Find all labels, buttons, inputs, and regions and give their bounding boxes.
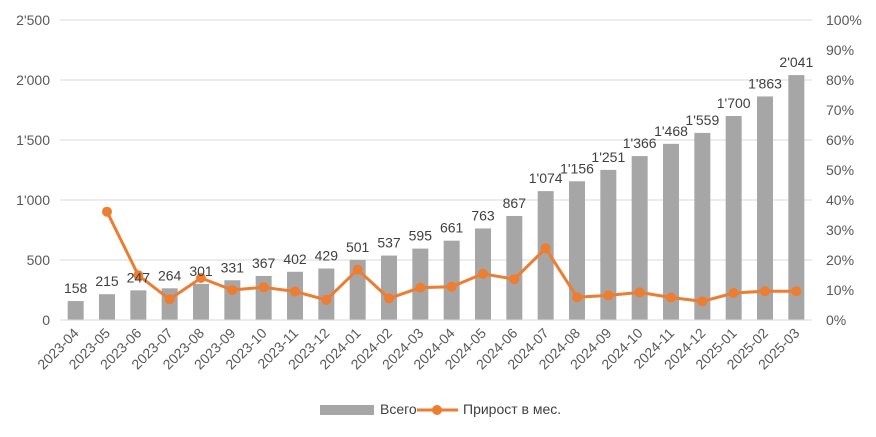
- legend: Всего Прирост в мес.: [320, 401, 561, 417]
- bar-data-label: 1'251: [591, 149, 625, 165]
- bar-data-label: 1'559: [685, 112, 719, 128]
- bar: [537, 191, 554, 320]
- y-left-tick-label: 2'000: [16, 72, 50, 88]
- legend-swatch-bars: [320, 405, 374, 415]
- bar: [99, 294, 115, 320]
- x-axis: 2023-042023-052023-062023-072023-082023-…: [34, 319, 812, 372]
- y-left-tick-label: 1'000: [16, 192, 50, 208]
- growth-point: [133, 270, 144, 281]
- y-right-tick-label: 40%: [826, 192, 854, 208]
- growth-point: [102, 206, 112, 217]
- bar: [694, 132, 711, 320]
- legend-label-bars: Всего: [380, 401, 417, 417]
- growth-point: [760, 286, 770, 297]
- bar: [663, 143, 679, 320]
- bar: [506, 215, 523, 320]
- bar-data-label: 867: [503, 195, 527, 211]
- bar-data-label: 215: [95, 273, 119, 289]
- growth-point: [666, 292, 676, 303]
- growth-point: [352, 264, 363, 275]
- bar-data-label: 402: [283, 251, 307, 267]
- legend-label-line: Прирост в мес.: [463, 401, 561, 417]
- growth-point: [164, 294, 175, 305]
- growth-point: [634, 287, 645, 298]
- growth-point: [572, 292, 582, 303]
- bar: [600, 169, 617, 320]
- y-left-tick-label: 2'500: [16, 12, 50, 28]
- bar-data-label: 1'156: [560, 160, 594, 176]
- bar: [130, 290, 147, 320]
- growth-point: [478, 268, 488, 279]
- bar: [193, 283, 209, 320]
- bar: [631, 156, 648, 320]
- y-right-tick-label: 60%: [826, 132, 854, 148]
- y-right-tick-label: 0%: [826, 312, 846, 328]
- legend-marker-line: [432, 405, 442, 415]
- bar-data-label: 537: [377, 235, 401, 251]
- bar: [381, 255, 397, 320]
- growth-point: [697, 296, 708, 307]
- growth-point: [415, 282, 426, 293]
- bar: [757, 96, 773, 320]
- bar-data-label: 331: [221, 259, 245, 275]
- bar-data-label: 595: [409, 228, 433, 244]
- y-left-tick-label: 1'500: [16, 132, 50, 148]
- right-axis: 0% 10% 20% 30% 40% 50% 60% 70% 80% 90% 100%: [826, 12, 862, 328]
- bar-data-label: 1'468: [654, 123, 688, 139]
- growth-point: [227, 285, 238, 295]
- bar: [443, 240, 460, 320]
- y-right-tick-label: 30%: [826, 222, 854, 238]
- y-right-tick-label: 70%: [826, 102, 854, 118]
- bar: [788, 75, 805, 320]
- bar-data-label: 264: [158, 267, 182, 283]
- data-labels: 158 215 247 264 301 331 367 402 429 501 537 595 661 7…: [64, 54, 813, 296]
- y-left-tick-label: 0: [42, 312, 50, 328]
- bar-data-label: 247: [127, 269, 151, 285]
- bar-data-label: 661: [440, 220, 464, 236]
- y-right-tick-label: 90%: [826, 42, 854, 58]
- y-right-tick-label: 50%: [826, 162, 854, 178]
- bar-data-label: 1'700: [717, 95, 751, 111]
- line-series: [102, 206, 802, 307]
- growth-point: [540, 243, 551, 254]
- growth-point: [196, 273, 206, 283]
- growth-point: [728, 288, 739, 298]
- y-right-tick-label: 20%: [826, 252, 854, 268]
- bar: [725, 116, 742, 320]
- bar-data-label: 301: [189, 263, 213, 279]
- growth-point: [290, 286, 300, 297]
- bar-data-label: 2'041: [779, 54, 813, 70]
- growth-point: [384, 293, 394, 304]
- left-axis: 0 500 1'000 1'500 2'000 2'500: [16, 12, 50, 328]
- bar-data-label: 367: [252, 255, 276, 271]
- bar-data-label: 429: [315, 248, 339, 264]
- growth-point: [446, 281, 457, 292]
- growth-point: [603, 290, 614, 301]
- bar-data-label: 1'366: [623, 135, 657, 151]
- y-left-tick-label: 500: [27, 252, 51, 268]
- bar-data-label: 501: [346, 239, 370, 255]
- bar-data-label: 158: [64, 280, 88, 296]
- bar: [67, 301, 84, 320]
- y-right-tick-label: 100%: [826, 12, 862, 28]
- y-right-tick-label: 80%: [826, 72, 854, 88]
- growth-point: [509, 274, 520, 285]
- growth-point: [258, 282, 269, 293]
- growth-point: [321, 294, 332, 305]
- growth-point: [791, 286, 802, 297]
- bar: [569, 181, 585, 320]
- bar-data-label: 763: [471, 207, 495, 223]
- y-right-tick-label: 10%: [826, 282, 854, 298]
- bar-data-label: 1'863: [748, 75, 782, 91]
- bar: [318, 268, 335, 320]
- bar-data-label: 1'074: [529, 170, 563, 186]
